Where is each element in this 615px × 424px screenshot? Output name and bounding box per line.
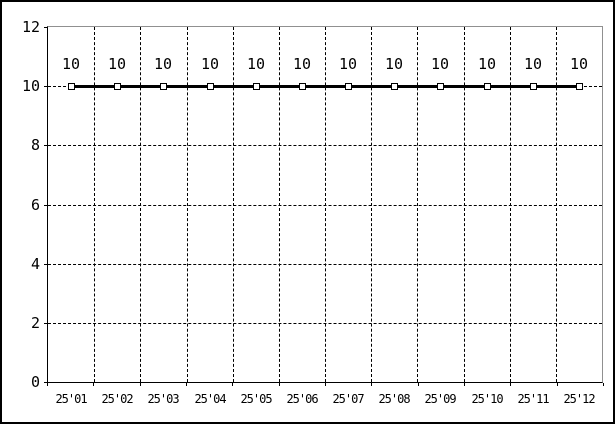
data-point-label: 10 bbox=[153, 55, 173, 73]
x-axis-tick bbox=[557, 383, 558, 386]
gridline-horizontal bbox=[48, 264, 602, 265]
gridline-vertical bbox=[94, 27, 95, 382]
data-point-label: 10 bbox=[523, 55, 543, 73]
x-tick-label: 25'11 bbox=[517, 392, 549, 406]
y-axis-tick bbox=[44, 86, 47, 87]
x-axis-tick bbox=[93, 383, 94, 386]
x-axis-tick bbox=[279, 383, 280, 386]
data-point-marker bbox=[484, 83, 491, 90]
x-axis-tick bbox=[371, 383, 372, 386]
data-point-marker bbox=[114, 83, 121, 90]
x-axis-tick bbox=[325, 383, 326, 386]
gridline-vertical bbox=[464, 27, 465, 382]
gridline-horizontal bbox=[48, 205, 602, 206]
data-point-marker bbox=[576, 83, 583, 90]
gridline-vertical bbox=[417, 27, 418, 382]
data-point-label: 10 bbox=[246, 55, 266, 73]
gridline-vertical bbox=[279, 27, 280, 382]
data-point-marker bbox=[207, 83, 214, 90]
x-axis-tick bbox=[464, 383, 465, 386]
x-axis-tick bbox=[140, 383, 141, 386]
data-point-label: 10 bbox=[384, 55, 404, 73]
data-point-label: 10 bbox=[569, 55, 589, 73]
data-point-marker bbox=[299, 83, 306, 90]
data-point-label: 10 bbox=[477, 55, 497, 73]
gridline-vertical bbox=[187, 27, 188, 382]
x-tick-label: 25'04 bbox=[194, 392, 226, 406]
gridline-vertical bbox=[233, 27, 234, 382]
y-tick-label: 6 bbox=[30, 196, 40, 214]
plot-area: 10 10 10 10 10 10 10 10 10 10 10 10 bbox=[47, 26, 603, 383]
x-tick-label: 25'02 bbox=[101, 392, 133, 406]
x-tick-label: 25'08 bbox=[378, 392, 410, 406]
x-tick-label: 25'06 bbox=[286, 392, 318, 406]
gridline-vertical bbox=[556, 27, 557, 382]
gridline-horizontal bbox=[48, 145, 602, 146]
data-point-marker bbox=[160, 83, 167, 90]
data-point-label: 10 bbox=[107, 55, 127, 73]
data-point-label: 10 bbox=[338, 55, 358, 73]
data-point-marker bbox=[68, 83, 75, 90]
data-point-marker bbox=[437, 83, 444, 90]
x-tick-label: 25'05 bbox=[240, 392, 272, 406]
gridline-vertical bbox=[510, 27, 511, 382]
data-point-marker bbox=[345, 83, 352, 90]
y-axis-tick bbox=[44, 205, 47, 206]
data-point-label: 10 bbox=[61, 55, 81, 73]
data-point-marker bbox=[391, 83, 398, 90]
x-tick-label: 25'10 bbox=[471, 392, 503, 406]
y-axis-tick bbox=[44, 145, 47, 146]
y-tick-label: 4 bbox=[30, 255, 40, 273]
x-tick-label: 25'07 bbox=[332, 392, 364, 406]
x-axis-tick bbox=[232, 383, 233, 386]
x-tick-label: 25'03 bbox=[147, 392, 179, 406]
x-axis-tick bbox=[418, 383, 419, 386]
y-axis-tick bbox=[44, 264, 47, 265]
data-point-marker bbox=[530, 83, 537, 90]
x-tick-label: 25'12 bbox=[563, 392, 595, 406]
y-tick-label: 12 bbox=[21, 18, 40, 36]
data-point-label: 10 bbox=[430, 55, 450, 73]
y-axis-tick bbox=[44, 323, 47, 324]
gridline-horizontal bbox=[48, 323, 602, 324]
y-tick-label: 0 bbox=[30, 373, 40, 391]
gridline-vertical bbox=[371, 27, 372, 382]
gridline-vertical bbox=[325, 27, 326, 382]
y-tick-label: 2 bbox=[30, 314, 40, 332]
x-axis-tick bbox=[603, 383, 604, 386]
y-axis-tick bbox=[44, 382, 47, 383]
y-axis-tick bbox=[44, 27, 47, 28]
data-point-marker bbox=[253, 83, 260, 90]
y-tick-label: 10 bbox=[21, 77, 40, 95]
gridline-vertical bbox=[140, 27, 141, 382]
y-tick-label: 8 bbox=[30, 136, 40, 154]
x-axis-tick bbox=[510, 383, 511, 386]
x-axis-tick bbox=[47, 383, 48, 386]
x-tick-label: 25'09 bbox=[424, 392, 456, 406]
data-point-label: 10 bbox=[200, 55, 220, 73]
data-point-label: 10 bbox=[292, 55, 312, 73]
series-line bbox=[71, 85, 579, 88]
x-axis-tick bbox=[186, 383, 187, 386]
x-tick-label: 25'01 bbox=[55, 392, 87, 406]
